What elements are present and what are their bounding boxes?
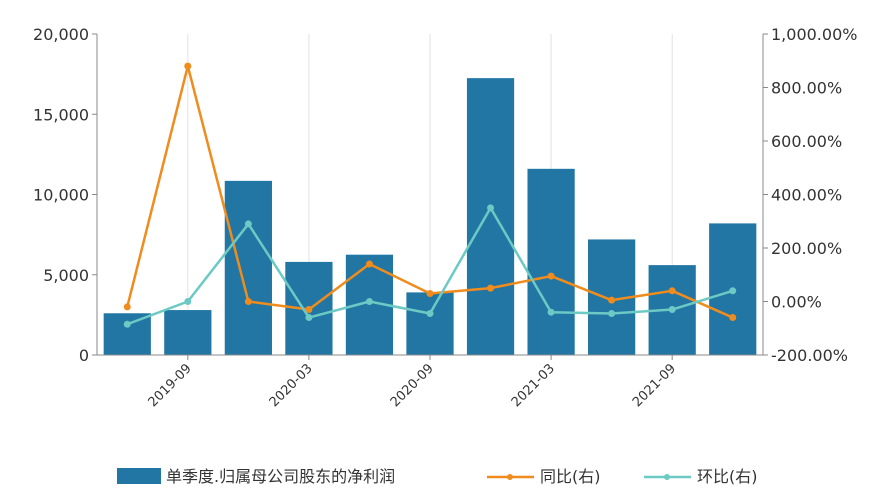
y-tick-label-left: 5,000 (43, 266, 89, 285)
data-point (426, 289, 434, 297)
x-tick-label: 2019-09 (146, 361, 195, 410)
y-tick-label-left: 10,000 (33, 186, 89, 205)
legend-swatch-net-profit (117, 468, 161, 484)
y-tick-label-right: 1,000.00% (771, 25, 857, 44)
y-tick-label-left: 15,000 (33, 105, 89, 124)
data-point (547, 308, 555, 316)
bar (103, 313, 151, 355)
y-tick-label-right: 600.00% (771, 132, 842, 151)
data-point (608, 296, 616, 304)
legend-label-yoy: 同比(右) (540, 467, 601, 486)
legend: 单季度.归属母公司股东的净利润 同比(右) 环比(右) (117, 467, 758, 486)
bar (466, 78, 515, 355)
data-point (244, 220, 252, 228)
y-tick-label-right: 200.00% (771, 239, 842, 258)
data-point (305, 314, 313, 322)
y-tick-label-right: 0.00% (771, 293, 822, 312)
data-point (123, 320, 131, 328)
data-point (729, 314, 737, 322)
data-point (426, 310, 434, 318)
legend-marker-qoq (664, 474, 670, 480)
y-tick-label-right: 800.00% (771, 79, 842, 98)
bar (406, 292, 454, 355)
y-tick-label-left: 0 (79, 346, 89, 365)
data-point (365, 260, 373, 268)
bar (527, 168, 575, 355)
data-point (668, 287, 676, 295)
data-point (487, 204, 495, 212)
data-point (729, 287, 737, 295)
bar-series (103, 78, 757, 355)
bar (224, 180, 272, 355)
line-series (123, 62, 737, 328)
data-point (184, 298, 192, 305)
x-tick-label: 2021-09 (630, 361, 679, 410)
data-point (244, 298, 252, 305)
bar (164, 310, 212, 355)
x-tick-label: 2021-03 (509, 361, 558, 410)
legend-label-net-profit: 单季度.归属母公司股东的净利润 (166, 467, 395, 486)
x-tick-label: 2020-03 (267, 361, 316, 410)
data-point (184, 62, 192, 70)
data-point (547, 272, 555, 280)
y-tick-label-left: 20,000 (33, 25, 89, 44)
x-tick-label: 2020-09 (388, 361, 437, 410)
data-point (305, 306, 313, 314)
data-point (668, 306, 676, 314)
data-point (487, 284, 495, 292)
y-tick-label-right: 400.00% (771, 186, 842, 205)
legend-marker-yoy (507, 474, 513, 480)
legend-label-qoq: 环比(右) (697, 467, 758, 486)
y-tick-label-right: -200.00% (771, 346, 848, 365)
data-point (608, 310, 616, 318)
data-point (123, 303, 131, 311)
data-point (365, 298, 373, 305)
